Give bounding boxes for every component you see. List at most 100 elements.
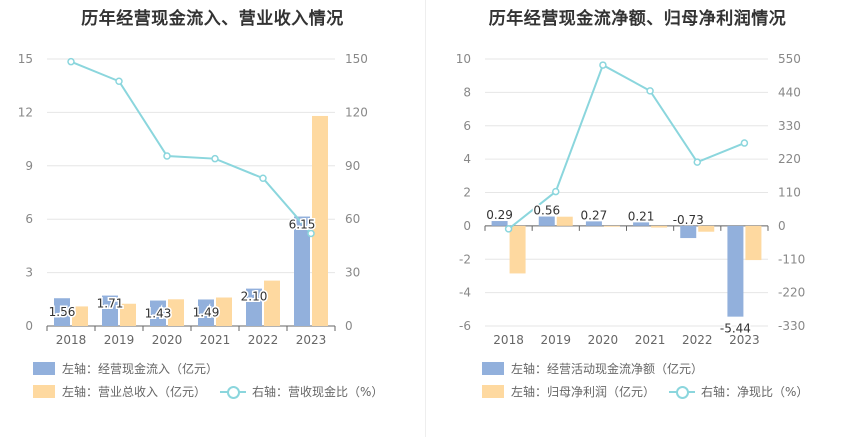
chart-svg: 0 0 3 30 6 60 9 90 12 120 15 150 2018 2019 2020 2021 202…	[18, 52, 368, 347]
bar-series2	[216, 297, 232, 326]
bar-series2	[120, 303, 136, 326]
line-point	[552, 187, 560, 196]
x-tick-label: 2021	[635, 333, 666, 347]
legend-label: 左轴：经营现金流入（亿元）	[62, 362, 219, 376]
line-point	[163, 152, 171, 160]
bar-series1	[102, 295, 118, 326]
data-label: 6.15	[289, 218, 316, 232]
legend-swatch	[482, 362, 504, 375]
data-label: 0.27	[581, 208, 608, 222]
legend-label: 左轴：经营活动现金流净额（亿元）	[511, 362, 704, 376]
legend-swatch	[33, 362, 55, 375]
data-label: -0.73	[673, 213, 704, 227]
data-label: 1.43	[145, 306, 172, 320]
y-tick-left: 2	[463, 186, 471, 200]
x-tick-label: 2018	[56, 333, 87, 347]
y-tick-left: 9	[25, 159, 33, 173]
y-tick-right: 550	[778, 52, 801, 66]
y-tick-left: 6	[25, 212, 33, 226]
chart-title: 历年经营现金流入、营业收入情况	[81, 9, 344, 29]
x-tick-label: 2019	[540, 333, 571, 347]
line-point	[504, 225, 513, 233]
y-tick-left: -6	[459, 319, 471, 333]
data-label: 0.29	[486, 208, 513, 222]
data-label: 2.10	[241, 290, 268, 304]
x-tick-label: 2023	[729, 333, 760, 347]
bar-series1	[198, 299, 214, 326]
bar-series1	[680, 225, 697, 239]
line-point	[211, 154, 219, 163]
legend-label: 右轴：净现比（%）	[701, 385, 809, 399]
y-tick-right: 90	[345, 159, 360, 173]
legend-item-netratio[interactable]: 右轴：净现比（%）	[669, 383, 808, 400]
legend-item-inflow[interactable]: 左轴：经营现金流入（亿元）	[33, 360, 218, 377]
legend-swatch	[220, 385, 246, 399]
legend-swatch	[669, 385, 695, 399]
y-tick-left: 15	[18, 52, 33, 66]
line-point	[599, 61, 607, 69]
y-tick-left: 4	[463, 152, 471, 166]
x-tick-label: 2019	[104, 333, 135, 347]
legend-item-profit[interactable]: 左轴：归母净利润（亿元）	[482, 383, 655, 400]
y-tick-left: 3	[25, 266, 33, 280]
data-label: 0.56	[533, 204, 560, 218]
data-label: 1.71	[97, 297, 124, 311]
legend-label: 左轴：营业总收入（亿元）	[62, 385, 207, 399]
bar-series1	[491, 221, 508, 226]
line-point	[115, 77, 123, 85]
bar-series2	[264, 280, 280, 326]
y-tick-right: 30	[345, 266, 360, 280]
y-tick-right: 0	[778, 219, 786, 233]
y-tick-right: 60	[345, 212, 360, 226]
y-tick-left: 0	[463, 219, 471, 233]
legend-label: 右轴：营收现金比（%）	[252, 385, 384, 399]
line-point	[307, 229, 315, 238]
y-tick-right: 120	[345, 105, 368, 119]
y-tick-left: -4	[459, 286, 471, 300]
legend-label: 左轴：归母净利润（亿元）	[511, 385, 656, 399]
bar-series1	[150, 300, 166, 326]
bar-series2	[603, 225, 620, 227]
bar-series2	[556, 216, 573, 226]
x-tick-label: 2022	[248, 333, 279, 347]
y-tick-right: 330	[778, 119, 801, 133]
bar-series1	[54, 298, 70, 326]
y-tick-left: 0	[25, 319, 33, 333]
chart-svg: -6 -330 -4 -220 -2 -110 0 0 2 110 4 220 6 330 8 440 10 55…	[456, 52, 806, 347]
line-point	[693, 158, 701, 166]
bar-series1	[538, 216, 555, 226]
y-tick-left: 10	[456, 52, 471, 66]
legend-item-revenue[interactable]: 左轴：营业总收入（亿元）	[33, 383, 206, 400]
line-point	[67, 57, 75, 66]
line-point	[740, 139, 749, 147]
bar-series2	[651, 225, 668, 228]
chart-panel-right: 历年经营现金流净额、归母净利润情况 -6 -330 -4 -220 -2 -110 0 0 2 1…	[425, 0, 850, 437]
data-label: -5.44	[720, 322, 751, 336]
x-tick-label: 2020	[152, 333, 183, 347]
y-tick-left: 8	[463, 85, 471, 99]
y-tick-right: 0	[345, 319, 353, 333]
bar-series1	[585, 221, 602, 226]
data-label: 1.56	[49, 305, 76, 319]
chart-panel-left: 历年经营现金流入、营业收入情况 0 0 3 30 6 60 9 90 12 120 15 150 201…	[18, 9, 384, 400]
x-tick-label: 2018	[493, 333, 524, 347]
bar-series2	[312, 115, 328, 327]
x-tick-label: 2020	[588, 333, 619, 347]
panel-divider	[425, 0, 426, 437]
line-series	[507, 63, 745, 230]
y-tick-right: 110	[778, 186, 801, 200]
legend-item-ratio[interactable]: 右轴：营收现金比（%）	[220, 383, 383, 400]
legend-item-netflow[interactable]: 左轴：经营活动现金流净额（亿元）	[482, 360, 703, 377]
y-tick-right: -220	[778, 286, 805, 300]
bar-series1	[294, 216, 310, 326]
x-tick-label: 2022	[682, 333, 713, 347]
y-tick-left: 12	[18, 105, 33, 119]
data-label: 0.21	[628, 209, 655, 223]
x-tick-label: 2023	[296, 333, 327, 347]
line-point	[259, 174, 267, 183]
y-tick-right: -330	[778, 319, 805, 333]
y-tick-right: 150	[345, 52, 368, 66]
y-tick-left: 6	[463, 119, 471, 133]
bar-series1	[246, 288, 262, 326]
legend-swatch	[482, 385, 504, 398]
